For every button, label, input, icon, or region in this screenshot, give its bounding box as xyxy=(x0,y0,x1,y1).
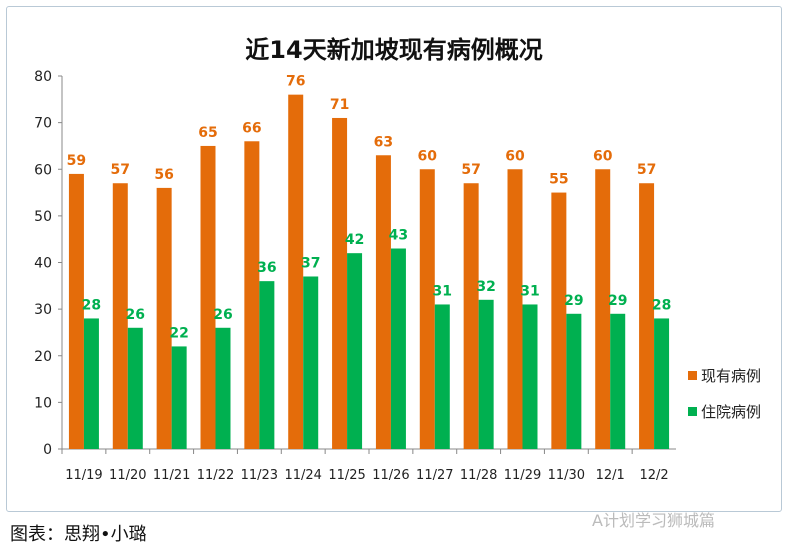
chart-title: 近14天新加坡现有病例概况 xyxy=(245,36,543,64)
data-label: 57 xyxy=(637,162,656,178)
data-label: 60 xyxy=(418,148,438,164)
data-label: 42 xyxy=(345,232,364,248)
data-label: 26 xyxy=(126,307,145,323)
bar-hospitalized xyxy=(215,327,231,449)
x-tick-label: 11/22 xyxy=(197,468,234,483)
x-tick-label: 11/23 xyxy=(241,468,278,483)
x-tick-label: 11/26 xyxy=(372,468,409,483)
footer-credit: 图表：思翔•小璐 xyxy=(10,524,147,545)
bar-active xyxy=(639,183,655,450)
y-tick-label: 80 xyxy=(34,69,52,85)
data-label: 66 xyxy=(242,120,261,136)
data-label: 60 xyxy=(593,148,613,164)
bar-hospitalized xyxy=(610,313,626,449)
bar-hospitalized xyxy=(303,276,319,449)
data-label: 57 xyxy=(111,162,130,178)
bar-hospitalized xyxy=(127,327,143,449)
bar-hospitalized xyxy=(522,304,538,449)
data-label: 32 xyxy=(476,279,495,295)
y-tick-label: 60 xyxy=(34,162,52,178)
data-label: 65 xyxy=(198,125,217,141)
x-tick-label: 12/2 xyxy=(639,468,668,483)
bar-active xyxy=(595,169,611,449)
data-label: 26 xyxy=(213,307,232,323)
legend-label: 现有病例 xyxy=(701,367,761,385)
x-tick-label: 11/25 xyxy=(328,468,365,483)
x-tick-label: 11/24 xyxy=(284,468,321,483)
data-label: 29 xyxy=(564,293,583,309)
bar-active xyxy=(375,155,391,449)
data-label: 37 xyxy=(301,255,320,271)
x-tick-label: 12/1 xyxy=(596,468,625,483)
data-label: 59 xyxy=(67,153,86,169)
bar-hospitalized xyxy=(171,346,187,449)
data-label: 31 xyxy=(520,283,539,299)
bar-hospitalized xyxy=(434,304,450,449)
x-tick-label: 11/28 xyxy=(460,468,497,483)
data-label: 57 xyxy=(461,162,480,178)
data-label: 36 xyxy=(257,260,276,276)
data-label: 71 xyxy=(330,97,349,113)
y-tick-label: 20 xyxy=(34,349,52,365)
bar-active xyxy=(156,187,172,449)
y-tick-label: 70 xyxy=(34,116,52,132)
data-label: 29 xyxy=(608,293,627,309)
x-tick-label: 11/27 xyxy=(416,468,453,483)
bar-hospitalized xyxy=(390,248,406,449)
bar-active xyxy=(200,145,216,449)
bar-active xyxy=(112,183,128,450)
legend-swatch xyxy=(688,407,697,416)
y-tick-label: 10 xyxy=(34,395,52,411)
data-label: 56 xyxy=(154,167,173,183)
data-label: 43 xyxy=(389,228,408,244)
y-tick-label: 50 xyxy=(34,209,52,225)
y-tick-label: 40 xyxy=(34,256,52,272)
data-label: 28 xyxy=(652,297,671,313)
bar-hospitalized xyxy=(478,299,494,449)
legend-swatch xyxy=(688,371,697,380)
y-tick-label: 30 xyxy=(34,302,52,318)
bar-active xyxy=(68,173,84,449)
x-tick-label: 11/20 xyxy=(109,468,146,483)
watermark: A计划学习狮城篇 xyxy=(592,511,715,530)
bar-hospitalized xyxy=(83,318,99,449)
data-label: 55 xyxy=(549,172,568,188)
legend-label: 住院病例 xyxy=(701,403,761,421)
y-tick-label: 0 xyxy=(43,442,52,458)
data-label: 22 xyxy=(169,325,188,341)
bar-hospitalized xyxy=(654,318,670,449)
bar-hospitalized xyxy=(566,313,582,449)
bar-active xyxy=(244,141,260,449)
data-label: 60 xyxy=(505,148,525,164)
x-tick-label: 11/30 xyxy=(548,468,585,483)
x-tick-label: 11/21 xyxy=(153,468,190,483)
bar-active xyxy=(507,169,523,449)
data-label: 31 xyxy=(433,283,452,299)
x-tick-label: 11/19 xyxy=(65,468,102,483)
bar-hospitalized xyxy=(259,281,275,449)
bar-active xyxy=(463,183,479,450)
bar-active xyxy=(332,117,348,450)
bar-active xyxy=(419,169,435,449)
bar-active xyxy=(551,192,567,449)
data-label: 28 xyxy=(82,297,101,313)
data-label: 63 xyxy=(374,134,393,150)
x-tick-label: 11/29 xyxy=(504,468,541,483)
bar-hospitalized xyxy=(347,253,363,449)
bar-active xyxy=(288,94,304,450)
data-label: 76 xyxy=(286,74,305,90)
